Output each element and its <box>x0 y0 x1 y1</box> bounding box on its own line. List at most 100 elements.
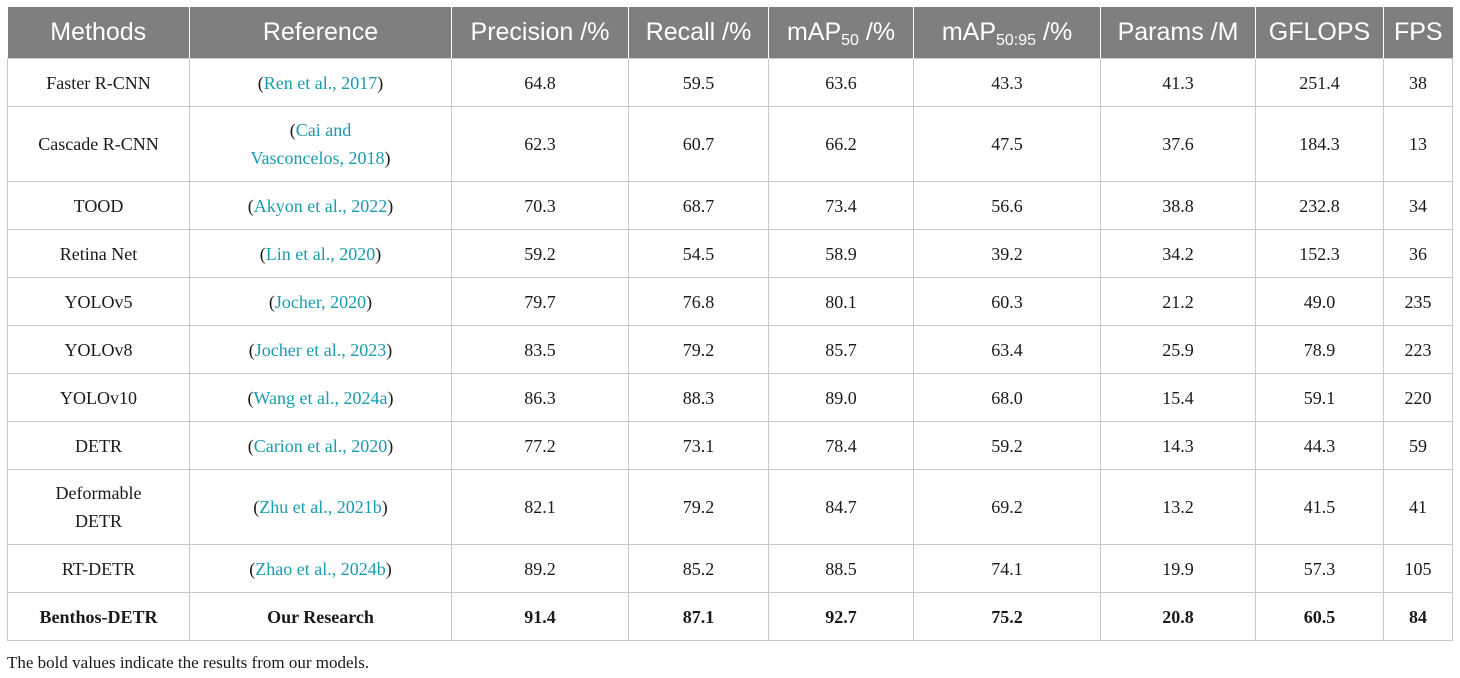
method-cell: YOLOv5 <box>7 277 190 326</box>
gflops-cell: 251.4 <box>1255 58 1384 107</box>
precision-cell: 59.2 <box>451 229 629 278</box>
precision-cell: 70.3 <box>451 181 629 230</box>
reference-cell: (Jocher, 2020) <box>189 277 452 326</box>
recall-cell: 54.5 <box>628 229 769 278</box>
reference-cell: (Wang et al., 2024a) <box>189 373 452 422</box>
table-row: YOLOv5 (Jocher, 2020) 79.7 76.8 80.1 60.3 21.2… <box>7 277 1453 326</box>
reference-cell: (Cai and Vasconcelos, 2018) <box>189 106 452 182</box>
precision-cell: 64.8 <box>451 58 629 107</box>
params-cell: 14.3 <box>1100 421 1256 470</box>
table-row: Faster R-CNN (Ren et al., 2017) 64.8 59.5 63… <box>7 58 1453 107</box>
fps-cell: 105 <box>1383 544 1453 593</box>
table-row: YOLOv8 (Jocher et al., 2023) 83.5 79.2 85.7 6… <box>7 325 1453 374</box>
reference-cell: Our Research <box>189 592 452 641</box>
fps-cell: 84 <box>1383 592 1453 641</box>
recall-cell: 88.3 <box>628 373 769 422</box>
header-precision: Precision /% <box>451 7 629 59</box>
citation-link[interactable]: Jocher et al., 2023 <box>254 339 387 360</box>
header-map50: mAP50 /% <box>768 7 914 59</box>
reference-cell: (Zhao et al., 2024b) <box>189 544 452 593</box>
map50-cell: 89.0 <box>768 373 914 422</box>
recall-cell: 59.5 <box>628 58 769 107</box>
params-cell: 13.2 <box>1100 469 1256 545</box>
map5095-cell: 39.2 <box>913 229 1101 278</box>
params-cell: 41.3 <box>1100 58 1256 107</box>
table-body: Faster R-CNN (Ren et al., 2017) 64.8 59.5 63… <box>7 58 1453 641</box>
params-cell: 20.8 <box>1100 592 1256 641</box>
params-cell: 37.6 <box>1100 106 1256 182</box>
params-cell: 34.2 <box>1100 229 1256 278</box>
method-cell: Retina Net <box>7 229 190 278</box>
header-row: Methods Reference Precision /% Recall /% mAP… <box>7 7 1453 59</box>
gflops-cell: 152.3 <box>1255 229 1384 278</box>
recall-cell: 76.8 <box>628 277 769 326</box>
recall-cell: 73.1 <box>628 421 769 470</box>
table-row: Benthos-DETR Our Research 91.4 87.1 92.7 75.2… <box>7 592 1453 641</box>
table-row: Deformable DETR (Zhu et al., 2021b) 82.1 79… <box>7 469 1453 545</box>
recall-cell: 68.7 <box>628 181 769 230</box>
fps-cell: 38 <box>1383 58 1453 107</box>
header-map5095: mAP50:95 /% <box>913 7 1101 59</box>
map50-cell: 58.9 <box>768 229 914 278</box>
map50-cell: 88.5 <box>768 544 914 593</box>
map5095-cell: 75.2 <box>913 592 1101 641</box>
gflops-cell: 60.5 <box>1255 592 1384 641</box>
map50-cell: 78.4 <box>768 421 914 470</box>
map50-cell: 80.1 <box>768 277 914 326</box>
precision-cell: 79.7 <box>451 277 629 326</box>
params-cell: 38.8 <box>1100 181 1256 230</box>
table-footnote: The bold values indicate the results fro… <box>7 653 370 672</box>
reference-cell: (Zhu et al., 2021b) <box>189 469 452 545</box>
citation-link[interactable]: Zhao et al., 2024b <box>255 558 386 579</box>
citation-link[interactable]: Akyon et al., 2022 <box>253 195 388 216</box>
citation-link[interactable]: Vasconcelos, 2018 <box>250 148 385 168</box>
citation-link[interactable]: Jocher, 2020 <box>274 291 367 312</box>
header-gflops: GFLOPS <box>1255 7 1384 59</box>
gflops-cell: 59.1 <box>1255 373 1384 422</box>
fps-cell: 41 <box>1383 469 1453 545</box>
reference-cell: (Jocher et al., 2023) <box>189 325 452 374</box>
table-row: Retina Net (Lin et al., 2020) 59.2 54.5 58.9… <box>7 229 1453 278</box>
method-cell: YOLOv8 <box>7 325 190 374</box>
method-cell: Deformable DETR <box>7 469 190 545</box>
method-cell: TOOD <box>7 181 190 230</box>
gflops-cell: 49.0 <box>1255 277 1384 326</box>
params-cell: 15.4 <box>1100 373 1256 422</box>
recall-cell: 79.2 <box>628 469 769 545</box>
gflops-cell: 44.3 <box>1255 421 1384 470</box>
method-cell: Benthos-DETR <box>7 592 190 641</box>
table-row: Cascade R-CNN (Cai and Vasconcelos, 2018) 6… <box>7 106 1453 182</box>
precision-cell: 77.2 <box>451 421 629 470</box>
citation-link[interactable]: Wang et al., 2024a <box>253 387 388 408</box>
map5095-cell: 43.3 <box>913 58 1101 107</box>
recall-cell: 60.7 <box>628 106 769 182</box>
method-cell: Cascade R-CNN <box>7 106 190 182</box>
citation-link[interactable]: Zhu et al., 2021b <box>259 497 382 517</box>
header-recall: Recall /% <box>628 7 769 59</box>
map5095-cell: 69.2 <box>913 469 1101 545</box>
map50-cell: 73.4 <box>768 181 914 230</box>
map50-cell: 85.7 <box>768 325 914 374</box>
table-row: RT-DETR (Zhao et al., 2024b) 89.2 85.2 88.5 7… <box>7 544 1453 593</box>
table-row: YOLOv10 (Wang et al., 2024a) 86.3 88.3 89.0 6… <box>7 373 1453 422</box>
map5095-cell: 56.6 <box>913 181 1101 230</box>
header-fps: FPS <box>1383 7 1453 59</box>
citation-link[interactable]: Ren et al., 2017 <box>263 72 378 93</box>
comparison-table-container: Methods Reference Precision /% Recall /% mAP… <box>7 7 1453 641</box>
precision-cell: 86.3 <box>451 373 629 422</box>
gflops-cell: 57.3 <box>1255 544 1384 593</box>
fps-cell: 34 <box>1383 181 1453 230</box>
recall-cell: 85.2 <box>628 544 769 593</box>
recall-cell: 79.2 <box>628 325 769 374</box>
gflops-cell: 184.3 <box>1255 106 1384 182</box>
params-cell: 25.9 <box>1100 325 1256 374</box>
reference-cell: (Akyon et al., 2022) <box>189 181 452 230</box>
fps-cell: 36 <box>1383 229 1453 278</box>
params-cell: 19.9 <box>1100 544 1256 593</box>
fps-cell: 223 <box>1383 325 1453 374</box>
citation-link[interactable]: Lin et al., 2020 <box>265 243 376 264</box>
citation-link[interactable]: Carion et al., 2020 <box>253 435 388 456</box>
citation-link[interactable]: Cai and <box>295 120 352 140</box>
table-row: TOOD (Akyon et al., 2022) 70.3 68.7 73.4 56.6… <box>7 181 1453 230</box>
precision-cell: 91.4 <box>451 592 629 641</box>
